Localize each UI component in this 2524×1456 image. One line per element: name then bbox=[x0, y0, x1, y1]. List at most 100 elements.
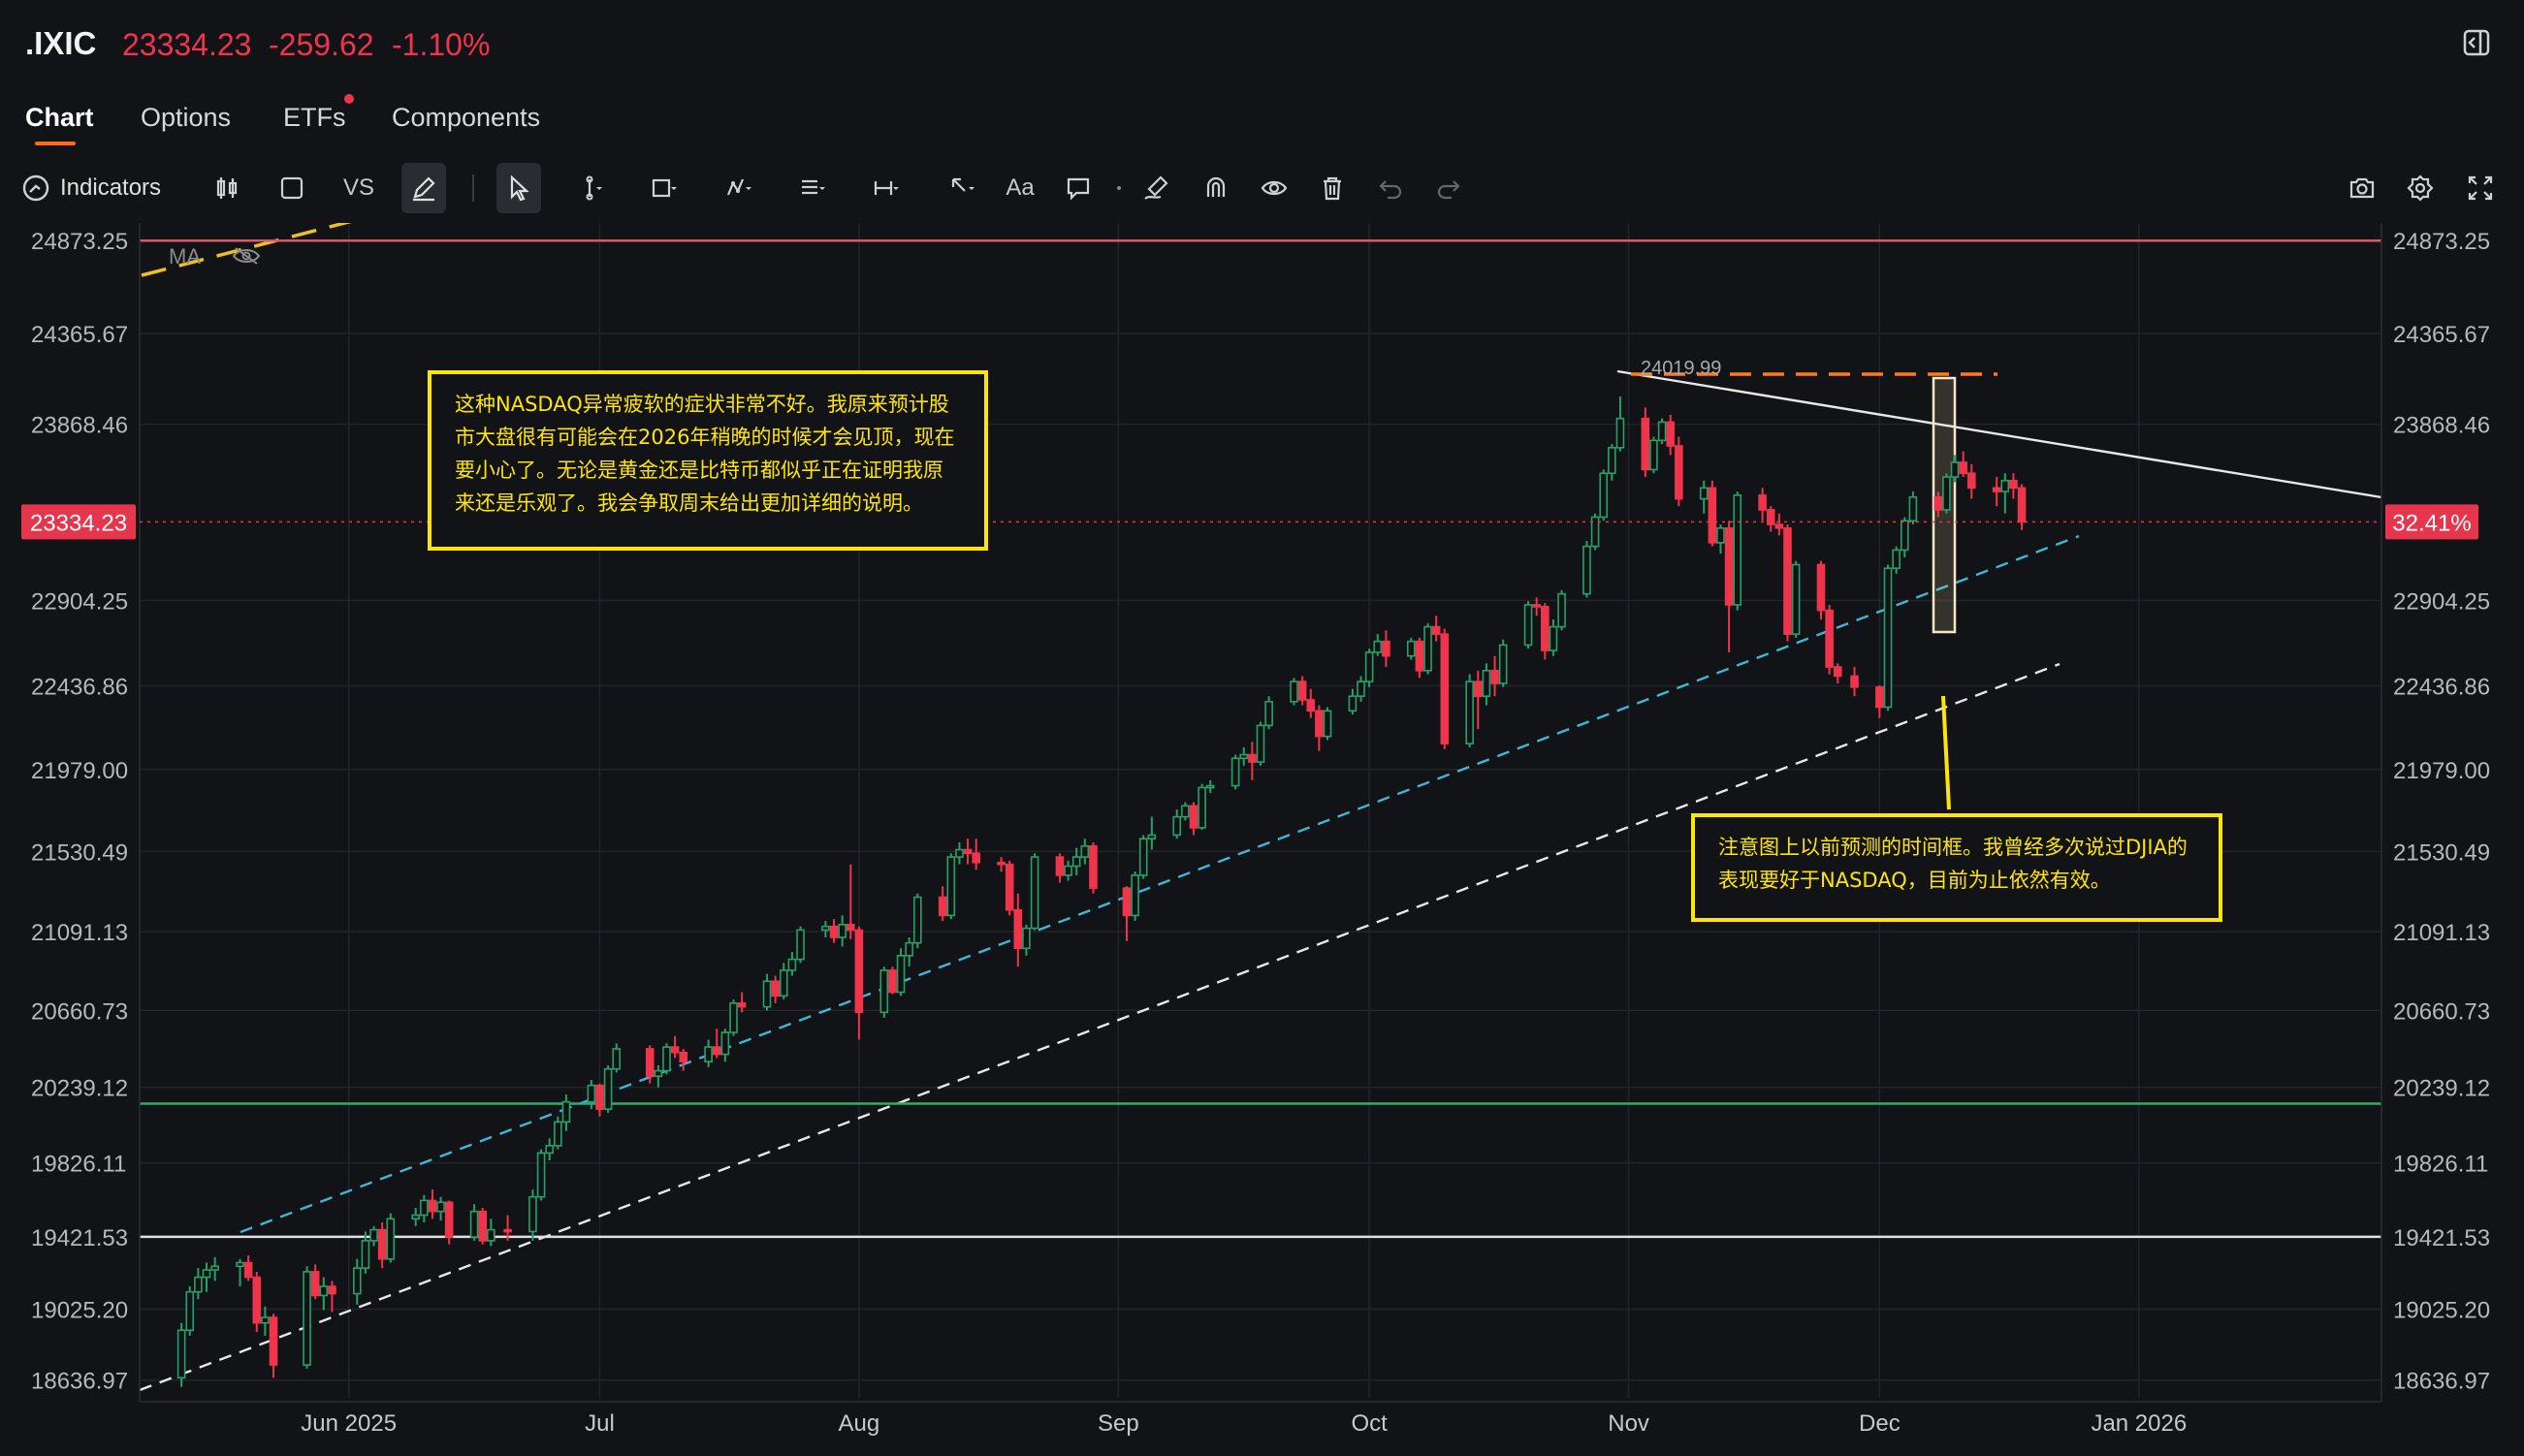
candle[interactable] bbox=[1440, 628, 1450, 749]
candle[interactable] bbox=[185, 1286, 195, 1336]
candle[interactable] bbox=[946, 853, 956, 920]
candle[interactable] bbox=[997, 857, 1006, 872]
candle[interactable] bbox=[1716, 524, 1725, 554]
candle[interactable] bbox=[386, 1213, 396, 1263]
candle[interactable] bbox=[972, 839, 980, 870]
candle[interactable] bbox=[1541, 603, 1550, 660]
line-tool-button[interactable] bbox=[560, 163, 619, 213]
candle[interactable] bbox=[536, 1149, 546, 1201]
candle[interactable] bbox=[1022, 924, 1031, 956]
candle[interactable] bbox=[503, 1215, 512, 1241]
candle[interactable] bbox=[236, 1258, 244, 1287]
lower-channel-line[interactable] bbox=[139, 662, 2061, 1392]
candle[interactable] bbox=[469, 1204, 479, 1241]
candle[interactable] bbox=[252, 1271, 262, 1333]
candle[interactable] bbox=[1465, 674, 1474, 747]
candle[interactable] bbox=[2000, 473, 2010, 514]
candle[interactable] bbox=[1005, 860, 1014, 916]
candle[interactable] bbox=[1030, 853, 1039, 931]
settings-button[interactable] bbox=[2399, 163, 2442, 213]
candle[interactable] bbox=[1833, 663, 1842, 683]
candle[interactable] bbox=[762, 973, 772, 1011]
candle[interactable] bbox=[1147, 816, 1157, 850]
symbol-name[interactable]: .IXIC bbox=[25, 25, 97, 61]
candle[interactable] bbox=[787, 952, 797, 976]
candle[interactable] bbox=[737, 992, 747, 1013]
candle[interactable] bbox=[654, 1064, 663, 1088]
annotation-box-nasdaq[interactable]: 这种NASDAQ异常疲软的症状非常不好。我原来预计股市大盘很有可能会在2026年… bbox=[428, 370, 988, 551]
candle[interactable] bbox=[352, 1258, 362, 1305]
candle[interactable] bbox=[1708, 480, 1717, 547]
candle[interactable] bbox=[1641, 407, 1650, 478]
candle[interactable] bbox=[261, 1306, 270, 1336]
candle[interactable] bbox=[1315, 705, 1324, 751]
candle[interactable] bbox=[1189, 802, 1198, 836]
candle[interactable] bbox=[1482, 663, 1491, 706]
candle[interactable] bbox=[1758, 488, 1767, 522]
candle[interactable] bbox=[1473, 670, 1483, 730]
candle[interactable] bbox=[704, 1039, 713, 1067]
candle[interactable] bbox=[554, 1116, 562, 1150]
candle[interactable] bbox=[2017, 484, 2027, 530]
candle[interactable] bbox=[1966, 463, 1976, 499]
candle[interactable] bbox=[528, 1189, 537, 1241]
candle[interactable] bbox=[612, 1043, 622, 1073]
snapshot-button[interactable] bbox=[2341, 163, 2383, 213]
candle[interactable] bbox=[1699, 480, 1709, 514]
candle[interactable] bbox=[1557, 589, 1566, 631]
candle[interactable] bbox=[1850, 667, 1859, 697]
candle[interactable] bbox=[779, 963, 788, 1000]
candle[interactable] bbox=[328, 1281, 336, 1313]
candle[interactable] bbox=[303, 1266, 311, 1369]
candle[interactable] bbox=[411, 1207, 420, 1226]
candle[interactable] bbox=[545, 1138, 555, 1160]
candle[interactable] bbox=[1382, 630, 1390, 668]
candle[interactable] bbox=[1122, 886, 1132, 941]
annotation-box-djia[interactable]: 注意图上以前预测的时间框。我曾经多次说过DJIA的表现要好于NASDAQ，目前为… bbox=[1691, 813, 2222, 922]
candle[interactable] bbox=[1992, 477, 2001, 507]
candle[interactable] bbox=[1172, 809, 1182, 839]
candle[interactable] bbox=[1373, 634, 1383, 656]
candle[interactable] bbox=[1256, 721, 1265, 766]
candle[interactable] bbox=[1364, 649, 1374, 687]
candle[interactable] bbox=[1490, 655, 1499, 697]
ma-legend-label[interactable]: MA bbox=[169, 244, 201, 269]
candle[interactable] bbox=[1933, 491, 1943, 518]
candle[interactable] bbox=[369, 1225, 378, 1247]
candle[interactable] bbox=[361, 1231, 370, 1274]
candle[interactable] bbox=[1675, 436, 1683, 507]
candle[interactable] bbox=[938, 886, 947, 922]
candle-type-button[interactable] bbox=[208, 163, 246, 213]
candle[interactable] bbox=[210, 1256, 219, 1282]
candle[interactable] bbox=[1523, 601, 1533, 649]
fullscreen-button[interactable] bbox=[2459, 163, 2502, 213]
shape-tool-button[interactable] bbox=[635, 163, 693, 213]
candle[interactable] bbox=[428, 1189, 437, 1219]
candle[interactable] bbox=[595, 1083, 604, 1117]
candle[interactable] bbox=[1357, 676, 1365, 702]
candle[interactable] bbox=[1649, 436, 1658, 474]
candle[interactable] bbox=[963, 839, 973, 865]
candle[interactable] bbox=[561, 1094, 571, 1131]
indicators-button[interactable]: Indicators bbox=[21, 163, 176, 213]
candle[interactable] bbox=[1532, 597, 1541, 617]
candle[interactable] bbox=[1942, 473, 1951, 514]
candle[interactable] bbox=[1908, 491, 1918, 525]
brush-tool-button[interactable] bbox=[1134, 163, 1177, 213]
candle[interactable] bbox=[854, 926, 864, 1040]
candle[interactable] bbox=[487, 1219, 495, 1247]
candle[interactable] bbox=[1406, 637, 1416, 660]
candle[interactable] bbox=[1883, 564, 1893, 712]
candle[interactable] bbox=[1230, 754, 1240, 790]
candle[interactable] bbox=[1080, 839, 1090, 865]
candle[interactable] bbox=[1875, 684, 1884, 718]
candle[interactable] bbox=[1549, 619, 1558, 656]
candle[interactable] bbox=[1733, 491, 1742, 611]
candle[interactable] bbox=[1666, 414, 1676, 456]
candle[interactable] bbox=[796, 926, 805, 964]
candle[interactable] bbox=[603, 1064, 613, 1113]
tab-options[interactable]: Options bbox=[141, 103, 232, 132]
candle[interactable] bbox=[1657, 418, 1667, 445]
candle[interactable] bbox=[269, 1314, 278, 1378]
candle[interactable] bbox=[1608, 444, 1616, 481]
